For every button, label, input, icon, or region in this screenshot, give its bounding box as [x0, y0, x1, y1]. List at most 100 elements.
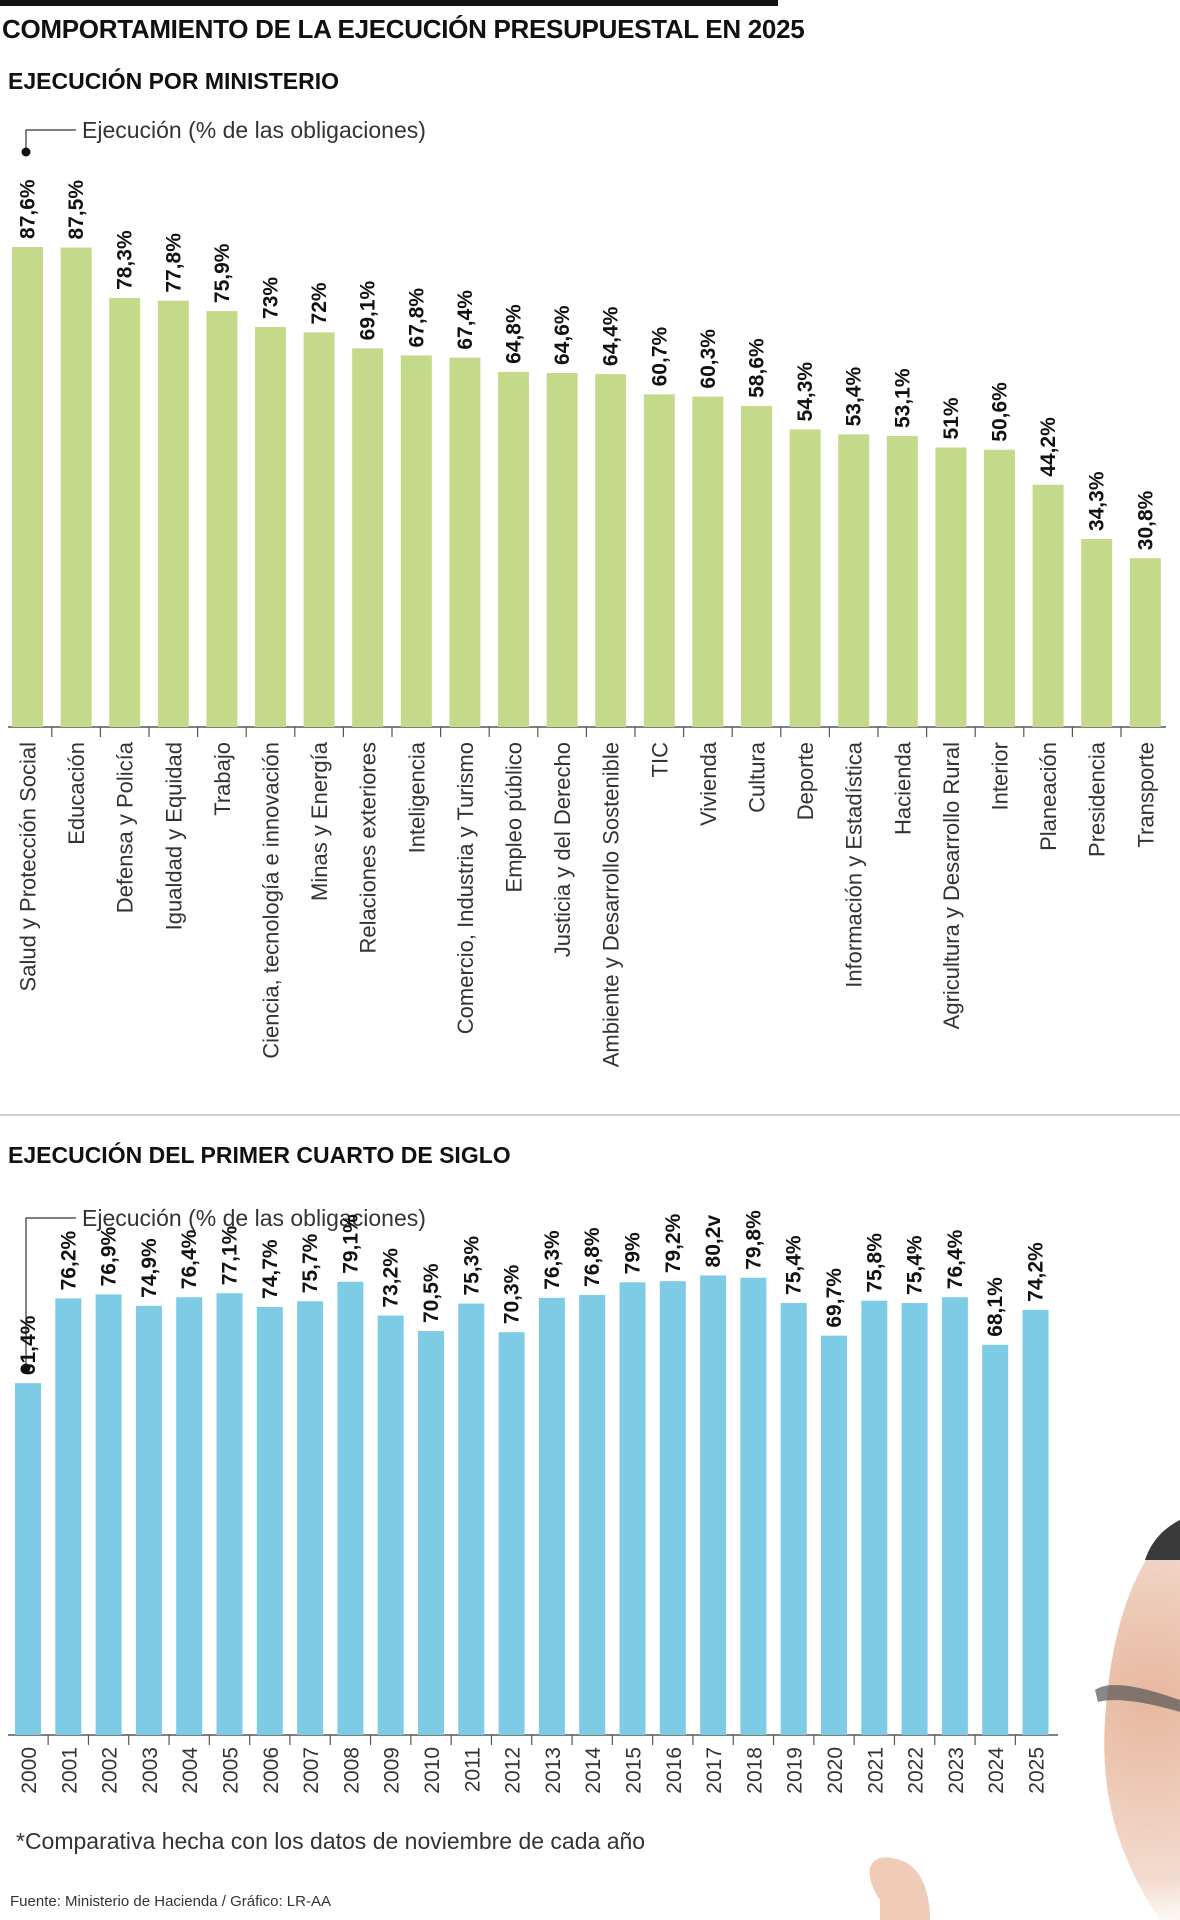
bar-value-label: 69,1%: [357, 280, 380, 340]
bar: [1032, 484, 1064, 727]
bar: [498, 1332, 525, 1735]
bar: [741, 405, 772, 727]
bar: [255, 326, 286, 727]
category-label: Empleo público: [502, 742, 527, 892]
bar: [176, 1297, 203, 1735]
bar: [982, 1344, 1009, 1735]
category-label: 2006: [260, 1747, 283, 1794]
bar-value-label: 77,1%: [219, 1225, 242, 1285]
bar-value-label: 61,4%: [17, 1315, 40, 1375]
category-label: Ciencia, tecnología e innovación: [259, 742, 284, 1059]
category-label: 2023: [945, 1747, 968, 1794]
category-label: Justicia y del Derecho: [550, 742, 575, 957]
bar-value-label: 76,4%: [944, 1229, 967, 1289]
bar: [1081, 539, 1113, 727]
legend-leader-line: [25, 1217, 76, 1368]
bar-value-label: 79,1%: [339, 1214, 362, 1274]
century-bar-chart: Ejecución (% de las obligaciones) 61,4% 20…: [8, 1205, 1058, 1794]
bar: [789, 429, 821, 727]
category-label: 2016: [663, 1747, 686, 1794]
bar: [449, 357, 481, 727]
legend-label: Ejecución (% de las obligaciones): [82, 117, 426, 143]
bar-value-label: 69,7%: [823, 1268, 846, 1328]
bar: [659, 1281, 686, 1735]
bar-value-label: 64,6%: [551, 305, 574, 365]
bar-value-label: 60,7%: [648, 326, 671, 386]
bar-value-label: 76,3%: [541, 1230, 564, 1290]
bar-value-label: 67,4%: [454, 290, 477, 350]
category-label: 2011: [461, 1747, 484, 1792]
bar: [740, 1277, 767, 1735]
category-label: Inteligencia: [404, 741, 429, 853]
bar: [15, 1383, 41, 1735]
bar-value-label: 53,4%: [843, 366, 866, 426]
bar-value-label: 76,4%: [178, 1229, 201, 1289]
bar-value-label: 60,3%: [697, 329, 720, 389]
bar-value-label: 50,6%: [989, 382, 1012, 442]
bar-value-label: 70,5%: [420, 1263, 443, 1323]
category-label: Minas y Energía: [307, 741, 332, 901]
category-label: Presidencia: [1085, 741, 1110, 857]
bar-value-label: 79,2%: [662, 1213, 685, 1273]
bar: [297, 1301, 324, 1735]
bar: [984, 449, 1015, 727]
bar-value-label: 75,4%: [904, 1235, 927, 1295]
bar-value-label: 75,3%: [460, 1236, 483, 1296]
bar: [886, 436, 918, 727]
section-divider: [0, 1114, 1180, 1116]
category-label: 2018: [743, 1747, 766, 1794]
category-label: 2009: [381, 1747, 404, 1794]
bar: [303, 332, 335, 727]
bar-value-label: 30,8%: [1134, 490, 1157, 550]
category-label: Cultura: [745, 741, 770, 813]
bar: [12, 246, 43, 727]
bar-value-label: 51%: [940, 397, 963, 439]
bar-value-label: 72%: [308, 282, 331, 324]
bar-value-label: 58,6%: [746, 338, 769, 398]
bar: [780, 1302, 807, 1735]
footnote: *Comparativa hecha con los datos de novi…: [16, 1828, 646, 1854]
bar-value-label: 75,4%: [783, 1235, 806, 1295]
category-label: Educación: [64, 742, 89, 845]
category-label: Relaciones exteriores: [356, 742, 381, 954]
category-label: 2015: [623, 1747, 646, 1794]
category-label: Vivienda: [696, 741, 721, 826]
bar-value-label: 70,3%: [501, 1264, 524, 1324]
bar: [400, 355, 432, 727]
category-label: 2025: [1026, 1747, 1049, 1794]
category-label: 2004: [179, 1747, 202, 1794]
bar: [377, 1315, 404, 1735]
category-label: 2021: [864, 1747, 887, 1794]
category-label: Información y Estadística: [842, 741, 867, 988]
bar-value-label: 74,7%: [259, 1239, 282, 1299]
bar-value-label: 68,1%: [984, 1277, 1007, 1337]
category-label: Comercio, Industria y Turismo: [453, 742, 478, 1034]
bar-value-label: 64,8%: [503, 304, 526, 364]
category-label: 2003: [139, 1747, 162, 1794]
bar: [157, 300, 189, 727]
bar: [1129, 558, 1161, 727]
category-label: Interior: [988, 742, 1013, 810]
bar: [109, 297, 141, 727]
bar: [55, 1298, 82, 1735]
bar-value-label: 79,8%: [742, 1210, 765, 1270]
bar-value-label: 74,9%: [138, 1238, 161, 1298]
bar-value-label: 64,4%: [600, 306, 623, 366]
category-label: 2001: [58, 1747, 81, 1794]
category-label: 2014: [582, 1747, 605, 1794]
category-label: Salud y Protección Social: [16, 742, 41, 991]
bar-value-label: 67,8%: [405, 288, 428, 348]
bar: [352, 348, 384, 727]
bar-value-label: 79%: [622, 1232, 645, 1274]
legend-dot: [21, 1363, 31, 1373]
bar: [861, 1300, 888, 1735]
bar-value-label: 74,2%: [1025, 1242, 1048, 1302]
category-label: Agricultura y Desarrollo Rural: [939, 742, 964, 1029]
bar: [418, 1331, 444, 1735]
category-label: 2008: [340, 1747, 363, 1794]
source-credit: Fuente: Ministerio de Hacienda / Gráfico…: [10, 1893, 331, 1910]
bar-value-label: 80,2v: [702, 1215, 725, 1268]
bar: [216, 1293, 243, 1735]
bar: [95, 1294, 122, 1735]
bar: [838, 434, 870, 727]
